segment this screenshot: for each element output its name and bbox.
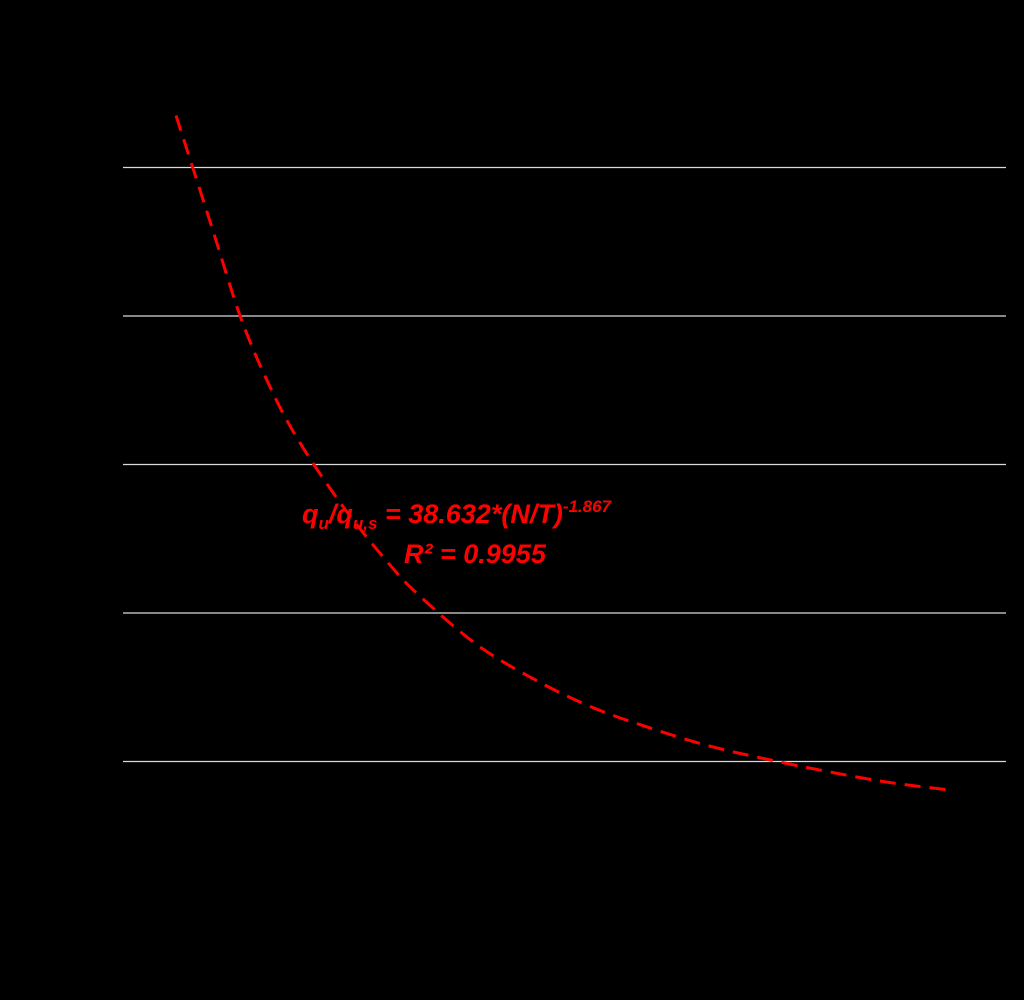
- equation-slash: /: [328, 499, 339, 529]
- r-squared-label: R² = 0.9955: [404, 539, 547, 569]
- equation-sub1: u: [319, 514, 330, 533]
- equation-q2: q: [336, 499, 353, 529]
- fit-equation: qu/qu,s = 38.632*(N/T)-1.867: [302, 497, 613, 533]
- series-layer: [174, 115, 948, 792]
- equation-exponent: -1.867: [563, 497, 613, 516]
- equation-rhs: = 38.632*(N/T): [377, 499, 562, 529]
- series-line-0: [174, 115, 948, 792]
- gridlines: [123, 166, 1006, 763]
- equation-sub2: u,s: [353, 514, 378, 533]
- equation-q1: q: [302, 499, 319, 529]
